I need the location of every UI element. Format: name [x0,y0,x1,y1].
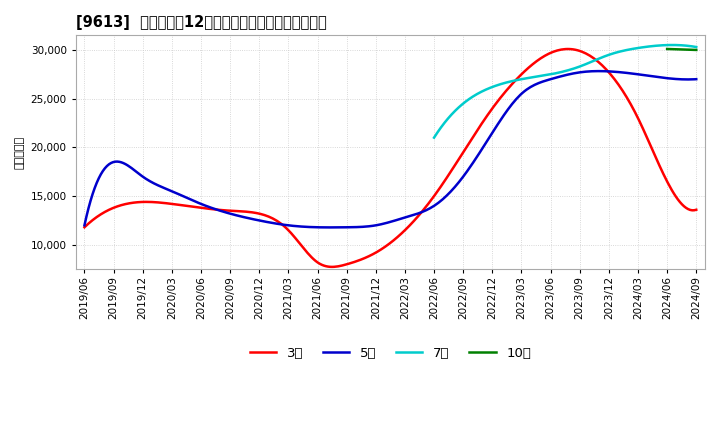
3年 [82,223,91,228]
7年 [692,44,701,50]
10年 [692,48,701,53]
7年 [586,60,595,65]
3年 [446,169,455,174]
3年 [692,207,701,213]
10年 [663,46,672,51]
7年 [590,58,599,63]
5年 [456,177,465,182]
5年 [692,77,701,82]
Y-axis label: （百万円）: （百万円） [15,136,25,169]
3年 [456,153,465,158]
5年 [82,214,91,219]
Text: [9613]  当期純利益12か月移動合計の標準偏差の推移: [9613] 当期純利益12か月移動合計の標準偏差の推移 [76,15,326,30]
Line: 7年: 7年 [434,45,696,138]
5年 [325,225,334,230]
3年 [80,225,89,230]
Line: 10年: 10年 [667,49,696,50]
Line: 3年: 3年 [84,49,696,267]
5年 [80,223,89,228]
3年 [600,65,608,70]
7年 [667,42,676,48]
5年 [594,69,603,74]
5年 [444,191,453,196]
Legend: 3年, 5年, 7年, 10年: 3年, 5年, 7年, 10年 [244,341,536,365]
7年 [668,42,677,48]
3年 [328,264,336,270]
7年 [585,60,593,66]
3年 [563,46,572,51]
3年 [639,126,647,132]
7年 [431,134,439,139]
Line: 5年: 5年 [84,71,696,227]
5年 [446,189,455,194]
3年 [444,172,453,177]
7年 [651,43,660,48]
5年 [639,72,647,77]
5年 [600,69,608,74]
7年 [430,135,438,140]
